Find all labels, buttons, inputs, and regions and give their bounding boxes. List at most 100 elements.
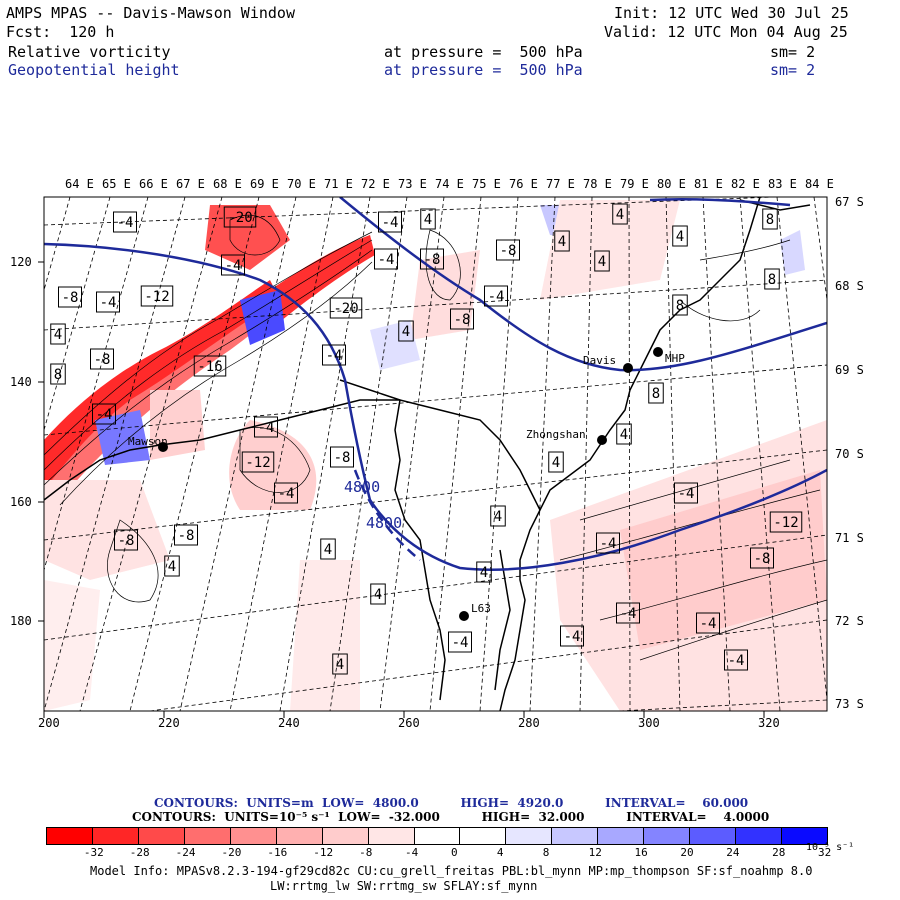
lat-label: 68 S: [835, 279, 864, 293]
vorticity-label-box: [223, 206, 257, 228]
lat-label: 69 S: [835, 363, 864, 377]
colorbar-label: -4: [405, 846, 419, 859]
x-tick-label: 240: [278, 716, 300, 730]
vorticity-label-box: [476, 561, 492, 583]
vorticity-label-box: [96, 291, 120, 313]
colorbar-swatch: [460, 828, 507, 844]
vorticity-label: -4: [117, 215, 134, 231]
vorticity-label-box: [548, 451, 564, 473]
y-tick-label: 140: [10, 375, 32, 389]
vorticity-label: -8: [754, 551, 771, 567]
colorbar-swatch: [552, 828, 599, 844]
lon-label: 82 E: [731, 177, 760, 191]
vorticity-label: -4: [326, 348, 343, 364]
field1-smoothing: sm= 2: [770, 43, 816, 61]
lon-label: 73 E: [398, 177, 427, 191]
vorticity-label-box: [398, 320, 414, 342]
station-label-mawson: Mawson: [128, 435, 168, 448]
vorticity-label-box: [330, 446, 354, 468]
vorticity-label: 4: [620, 427, 628, 443]
colorbar-label: -28: [129, 846, 150, 859]
vorticity-label: -4: [728, 653, 745, 669]
vorticity-label-box: [329, 297, 363, 319]
colorbar-swatch: [690, 828, 737, 844]
colorbar-swatch: [184, 828, 231, 844]
vorticity-label: -4: [378, 252, 395, 268]
vorticity-label-box: [113, 211, 137, 233]
lat-label: 67 S: [835, 195, 864, 209]
vorticity-label: 4: [552, 455, 560, 471]
lon-label: 72 E: [361, 177, 390, 191]
station-label-mhp: MHP: [665, 352, 685, 365]
vorticity-label-box: [696, 612, 720, 634]
vorticity-label-box: [648, 382, 664, 404]
lon-label: 76 E: [509, 177, 538, 191]
lon-label: 78 E: [583, 177, 612, 191]
vorticity-label-box: [612, 203, 628, 225]
vorticity-label-box: [114, 529, 138, 551]
vorticity-label: -4: [564, 629, 581, 645]
vorticity-label: 4: [324, 542, 332, 558]
colorbar-label: -24: [175, 846, 196, 859]
vorticity-label: 4: [54, 327, 62, 343]
vorticity-label-box: [374, 248, 398, 270]
vorticity-label-box: [448, 631, 472, 653]
vorticity-label-box: [378, 211, 402, 233]
vorticity-label-box: [674, 482, 698, 504]
x-tick-label: 200: [38, 716, 60, 730]
vorticity-label-box: [672, 294, 688, 316]
vorticity-label: -4: [278, 486, 295, 502]
vorticity-label: -12: [773, 515, 798, 531]
vorticity-label: -20: [227, 210, 252, 226]
coastline: [44, 197, 811, 711]
vorticity-label-box: [254, 416, 278, 438]
lon-label: 79 E: [620, 177, 649, 191]
vorticity-label: 4: [598, 254, 606, 270]
station-label-davis: Davis: [583, 354, 616, 367]
colorbar-label: 8: [542, 846, 550, 859]
vorticity-label-box: [769, 511, 803, 533]
lon-label: 81 E: [694, 177, 723, 191]
vorticity-label: -16: [197, 359, 222, 375]
x-tick-label: 300: [638, 716, 660, 730]
vorticity-label: -8: [94, 352, 111, 368]
vorticity-label: -4: [700, 616, 717, 632]
vorticity-label-box: [274, 482, 298, 504]
colorbar-label: -8: [359, 846, 373, 859]
y-tick-label: 180: [10, 614, 32, 628]
vorticity-label-box: [596, 532, 620, 554]
colorbar-label: -32: [83, 846, 104, 859]
colorbar-units: 10⁻⁵ s⁻¹: [806, 842, 855, 853]
vorticity-label-box: [724, 649, 748, 671]
vorticity-label-box: [594, 250, 610, 272]
colorbar-swatch: [782, 828, 827, 844]
model-info: Model Info: MPASv8.2.3-194-gf29cd82c CU:…: [90, 864, 813, 878]
forecast-hour: Fcst: 120 h: [6, 23, 115, 41]
vorticity-label-box: [90, 348, 114, 370]
vorticity-label: -4: [620, 606, 637, 622]
vorticity-label: -4: [96, 407, 113, 423]
vorticity-label: -20: [333, 301, 358, 317]
lon-label: 70 E: [287, 177, 316, 191]
y-tick-label: 120: [10, 255, 32, 269]
station-label-zhongshan: Zhongshan: [526, 428, 586, 441]
vorticity-label: 4: [424, 212, 432, 228]
vorticity-label-box: [58, 286, 82, 308]
colorbar-swatch: [598, 828, 645, 844]
field2-name: Geopotential height: [8, 61, 180, 79]
x-tick-label: 260: [398, 716, 420, 730]
vorticity-label: 4: [558, 234, 566, 250]
field2-level: at pressure = 500 hPa: [384, 61, 583, 79]
vorticity-contours: [44, 214, 827, 661]
vorticity-label: 4: [480, 565, 488, 581]
vorticity-label-box: [193, 355, 227, 377]
vorticity-label-box: [672, 225, 688, 247]
station-label-l63: L63: [471, 602, 491, 615]
colorbar: [46, 827, 828, 845]
vorticity-label: -4: [100, 295, 117, 311]
lon-label: 65 E: [102, 177, 131, 191]
vorticity-label: -4: [600, 536, 617, 552]
vorticity-label-box: [750, 547, 774, 569]
